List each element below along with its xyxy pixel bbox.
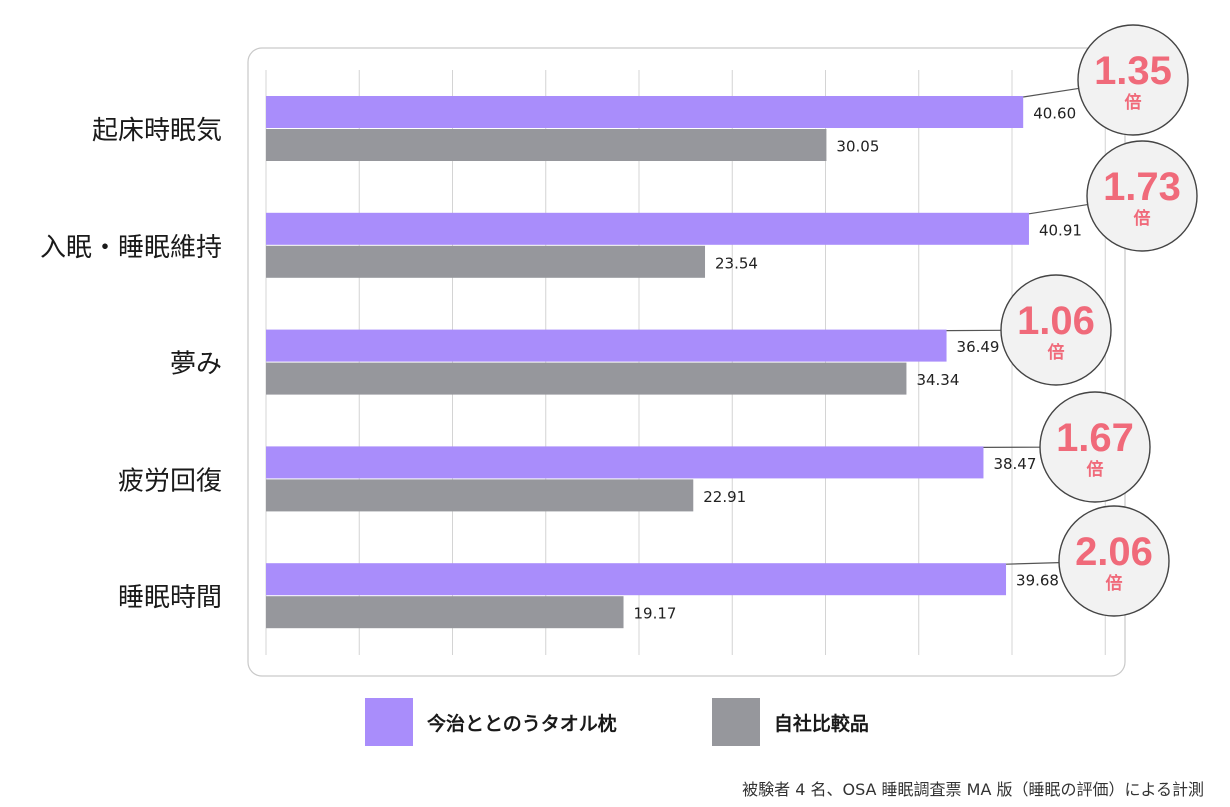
- ratio-value: 1.06: [1017, 299, 1095, 343]
- ratio-circle: [1077, 24, 1189, 136]
- bar-comparison: [266, 245, 706, 278]
- category-label: 夢み: [170, 350, 222, 380]
- bar-product: [266, 96, 1024, 128]
- ratio-connector: [1006, 562, 1060, 565]
- value-label-product: 36.49: [957, 338, 1000, 356]
- footnote: 被験者 4 名、OSA 睡眠調査票 MA 版（睡眠の評価）による計測: [742, 780, 1204, 799]
- category-label: 入眠・睡眠維持: [40, 233, 222, 263]
- legend-item-product: 今治ととのうタオル枕: [365, 698, 617, 746]
- value-label-product: 38.47: [993, 455, 1036, 473]
- ratio-value: 1.67: [1056, 416, 1134, 460]
- category-label: 睡眠時間: [118, 583, 222, 613]
- legend-swatch-comparison: [711, 698, 760, 746]
- plot-panel: [247, 47, 1126, 677]
- ratio-unit: 倍: [1125, 92, 1142, 113]
- category-label: 疲労回復: [118, 466, 222, 496]
- bar-product: [266, 446, 984, 479]
- ratio-value: 2.06: [1075, 530, 1153, 574]
- ratio-circle: [1000, 274, 1112, 386]
- ratio-circle: [1086, 140, 1198, 252]
- ratio-value: 1.35: [1094, 49, 1172, 93]
- ratio-circle: [1058, 505, 1170, 617]
- ratio-unit: 倍: [1048, 342, 1065, 363]
- ratio-unit: 倍: [1106, 573, 1123, 594]
- value-label-comparison: 30.05: [836, 138, 879, 156]
- ratio-unit: 倍: [1087, 459, 1104, 480]
- bar-comparison: [266, 596, 624, 629]
- bar-comparison: [266, 129, 827, 161]
- ratio-value: 1.73: [1103, 165, 1181, 209]
- bar-product: [266, 563, 1007, 596]
- ratio-circle: [1039, 391, 1151, 503]
- ratio-unit: 倍: [1134, 208, 1151, 229]
- bar-product: [266, 329, 947, 362]
- ratio-connector: [1028, 203, 1088, 215]
- legend-item-comparison: 自社比較品: [711, 698, 869, 746]
- value-label-product: 40.91: [1039, 221, 1082, 239]
- value-label-product: 40.60: [1033, 105, 1076, 123]
- legend: 今治ととのうタオル枕 自社比較品: [365, 698, 964, 746]
- value-label-comparison: 22.91: [703, 488, 746, 506]
- bar-product: [266, 212, 1029, 245]
- value-label-comparison: 19.17: [634, 605, 677, 623]
- legend-label-comparison: 自社比較品: [773, 712, 869, 735]
- ratio-connector: [1023, 87, 1079, 98]
- legend-label-product: 今治ととのうタオル枕: [427, 712, 617, 735]
- value-label-comparison: 34.34: [916, 371, 959, 389]
- value-label-comparison: 23.54: [715, 254, 758, 272]
- bar-comparison: [266, 362, 907, 395]
- legend-swatch-product: [365, 698, 413, 746]
- value-label-product: 39.68: [1016, 572, 1059, 590]
- category-label: 起床時眠気: [92, 116, 222, 146]
- bar-comparison: [266, 479, 694, 512]
